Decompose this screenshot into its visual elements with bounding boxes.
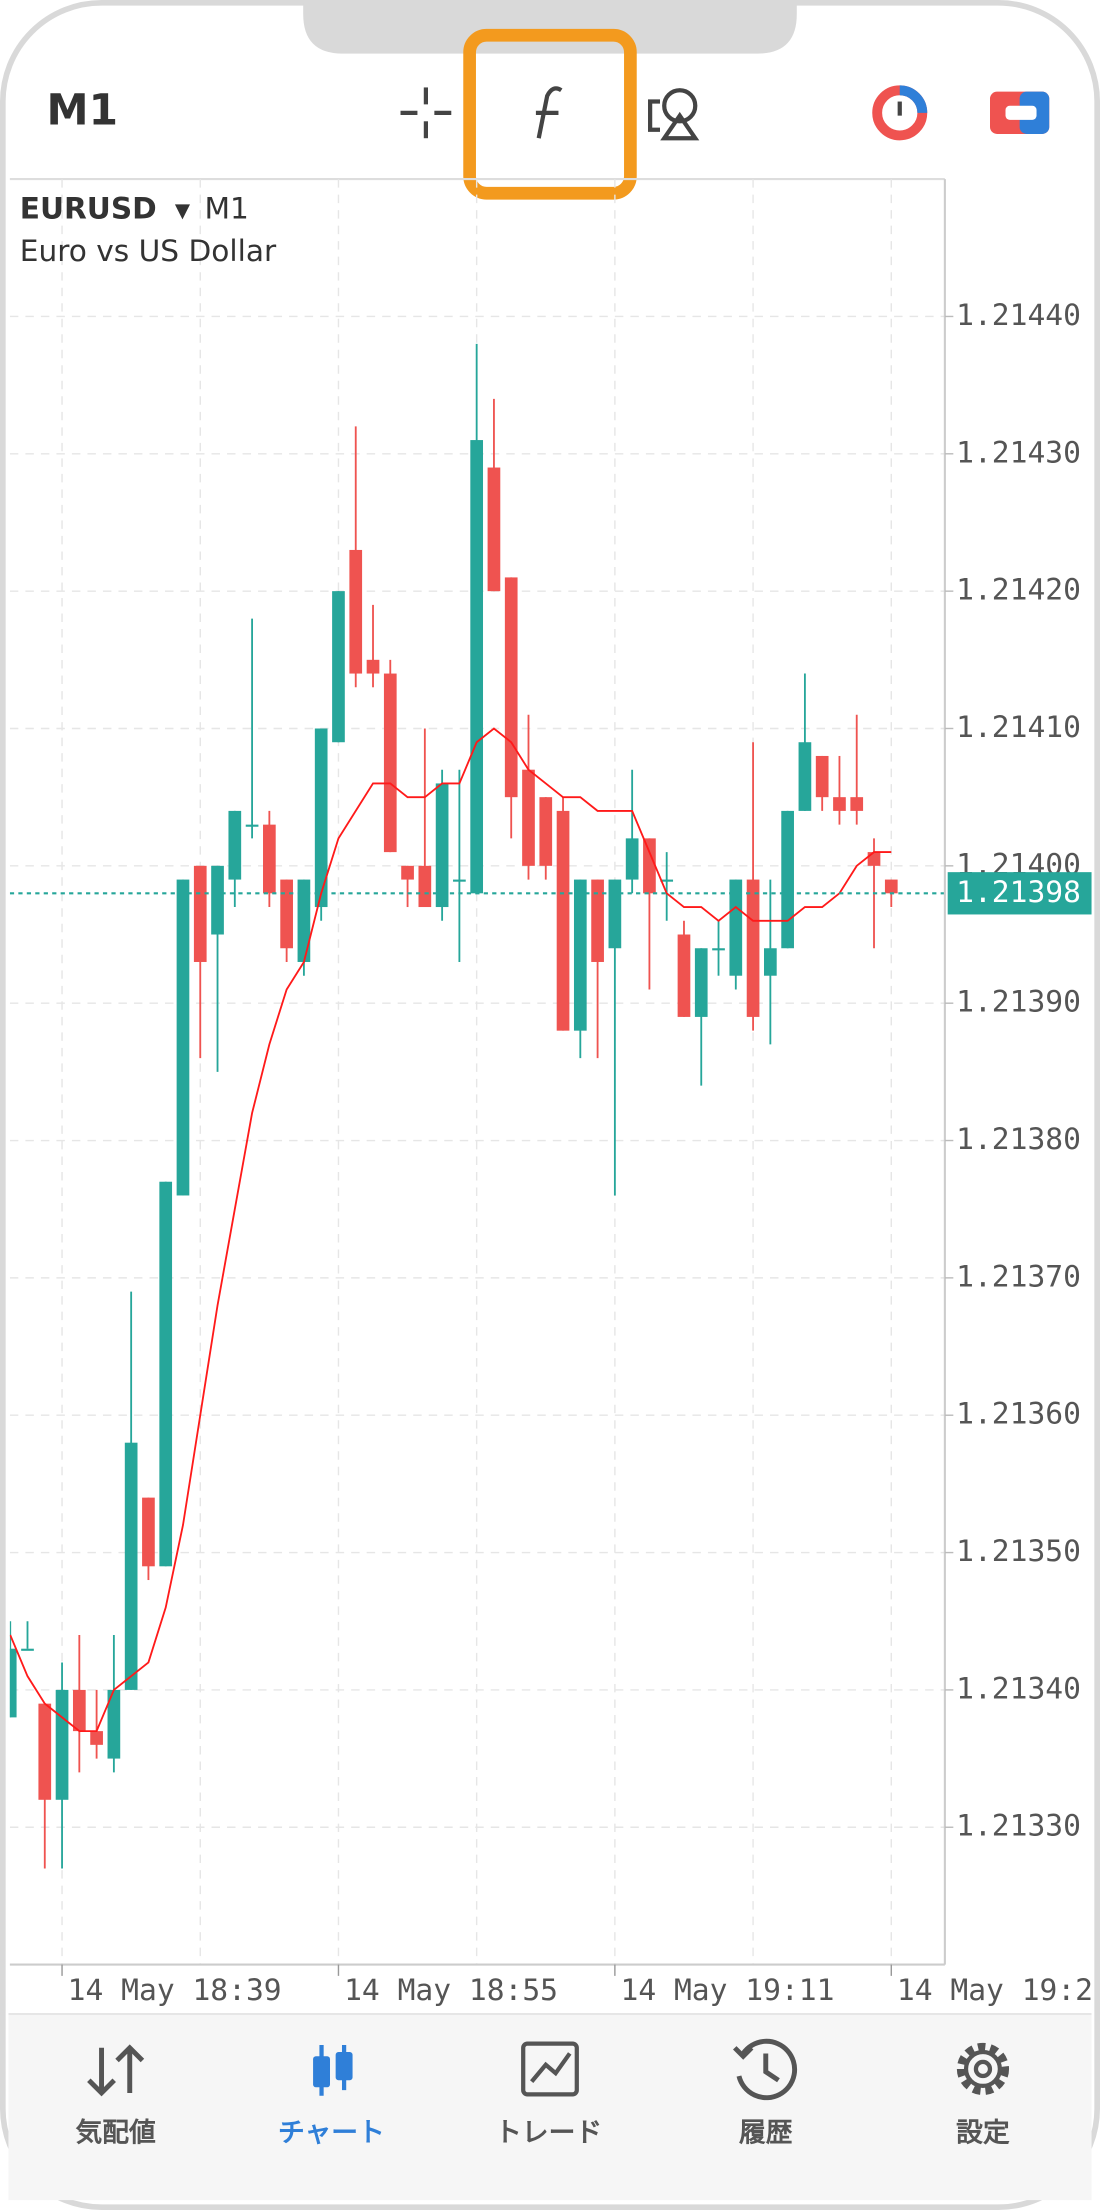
candle-body [383,673,397,853]
candle-body [297,879,311,962]
history-tab-icon[interactable] [732,2038,798,2101]
candle-body [573,879,587,1031]
candle-body [539,797,553,866]
candle-body [884,879,898,894]
candle-body [55,1689,69,1800]
candle-body [263,824,276,894]
candle-body [660,879,674,882]
y-tick-label: 1.21420 [956,573,1081,607]
tab-label[interactable]: 気配値 [75,2116,156,2148]
candle-body [366,659,380,674]
crosshair-icon[interactable] [400,87,452,139]
candle-body [38,1703,52,1800]
y-tick-label: 1.21370 [956,1259,1081,1293]
tab-label[interactable]: 履歴 [739,2117,793,2148]
tab-label[interactable]: 設定 [956,2117,1010,2148]
candle-body [90,1731,103,1745]
y-tick-label: 1.21430 [956,435,1081,469]
candle-body [332,591,345,743]
plot-area [9,179,945,1965]
x-tick-label: 14 May 18:55 [344,1973,558,2007]
candle-body [487,467,501,592]
tab-label[interactable]: トレード [495,2117,602,2148]
candle-body [401,865,414,880]
indicator-icon[interactable] [535,86,563,139]
candle-body [470,440,484,894]
current-price-box [947,872,1092,915]
symbol-caret: ▼ [175,199,191,222]
candle-body [643,838,656,894]
candle-body [522,769,535,866]
chart-timeframe: M1 [204,192,248,226]
symbol-description: Euro vs US Dollar [20,234,277,268]
moving-average-line [9,727,892,1733]
tab-label[interactable]: チャート [278,2117,385,2148]
candle-body [159,1181,173,1567]
candle-body [764,948,777,976]
y-tick-label: 1.21360 [956,1397,1081,1431]
candle-body [280,879,293,949]
candle-body [176,879,190,1196]
candle-body [815,755,829,798]
candle-body [418,865,432,908]
candle-body [9,1648,17,1718]
y-tick-label: 1.21380 [956,1122,1081,1156]
y-tick-label: 1.21390 [956,985,1081,1019]
candle-body [867,852,881,866]
candle-body [124,1442,138,1690]
y-tick-label: 1.21410 [956,710,1081,744]
candle-body [245,824,259,827]
quotes-icon[interactable] [87,2044,145,2097]
candle-body [453,879,466,882]
candle-body [591,879,604,962]
candle-body [712,948,725,951]
candle-body [556,810,570,1031]
y-tick-label: 1.21440 [956,298,1081,332]
candle-body [625,838,639,880]
settings-tab-icon[interactable] [956,2042,1010,2096]
timeframe-button[interactable]: M1 [47,85,119,134]
candle-body [314,728,328,908]
candle-body [677,934,691,1017]
candle-body [72,1689,86,1732]
candle-body [211,865,224,935]
symbol: EURUSD [20,192,157,226]
candle-body [746,879,760,1017]
candle-body [21,1648,34,1651]
trade-tab-icon[interactable] [521,2041,579,2097]
notch [303,2,797,54]
candle-body [781,810,794,949]
objects-icon[interactable] [648,88,700,141]
candle-body [798,742,812,811]
current-price-label: 1.21398 [956,875,1081,909]
candle-body [504,577,518,798]
x-tick-label: 14 May 18:39 [68,1973,282,2007]
candle-body [349,549,363,674]
candle-body [228,810,242,880]
candle-body [193,865,207,962]
candle-body [833,797,846,811]
candle-body [729,879,743,976]
chart-tab-icon[interactable] [313,2044,353,2096]
candle-body [608,879,622,949]
y-tick-label: 1.21330 [956,1809,1081,1843]
candle-body [694,948,708,1017]
trade-icon[interactable] [872,85,928,141]
x-tick-label: 14 May 19:11 [621,1973,835,2007]
y-tick-label: 1.21350 [956,1534,1081,1568]
highlight-box [463,28,637,200]
account-icon[interactable] [990,91,1050,134]
candle-body [850,797,864,811]
x-tick-label: 14 May 19:2 [897,1973,1093,2007]
candle-body [435,783,449,908]
candle-body [107,1689,121,1759]
y-tick-label: 1.21340 [956,1671,1081,1705]
candle-body [142,1497,155,1567]
